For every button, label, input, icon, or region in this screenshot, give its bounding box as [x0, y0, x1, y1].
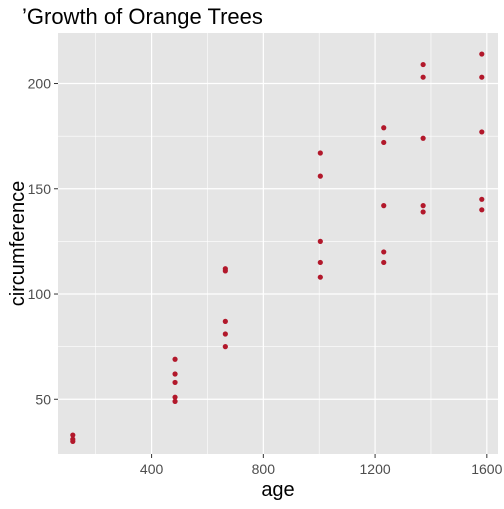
x-tick-label: 400 — [140, 461, 164, 477]
x-tick-label: 1600 — [471, 461, 502, 477]
axes: 400 800 1200 1600 50 100 150 200 — [28, 76, 503, 477]
data-point — [222, 344, 228, 350]
data-point — [479, 129, 485, 135]
data-point — [317, 238, 323, 244]
data-points — [70, 51, 485, 444]
data-point — [420, 74, 426, 80]
data-point — [172, 379, 178, 386]
data-point — [70, 436, 76, 442]
data-point — [381, 203, 387, 209]
x-tick-label: 800 — [252, 461, 276, 477]
data-point — [222, 266, 228, 272]
data-point — [222, 331, 228, 337]
data-point — [317, 259, 323, 266]
data-point — [172, 371, 178, 377]
data-point — [479, 207, 485, 213]
y-tick-label: 150 — [28, 181, 52, 197]
data-point — [479, 74, 485, 80]
data-point — [70, 432, 76, 438]
y-tick-label: 200 — [28, 76, 52, 92]
x-tick-label: 1200 — [360, 461, 391, 477]
plot-panel — [58, 33, 498, 454]
x-axis-label: age — [261, 479, 294, 501]
y-axis-label: circumference — [7, 181, 29, 307]
data-point — [420, 135, 426, 141]
data-point — [479, 51, 485, 57]
data-point — [317, 274, 323, 280]
data-point — [381, 139, 387, 146]
data-point — [381, 249, 387, 255]
data-point — [420, 61, 426, 68]
data-point — [172, 398, 178, 404]
grid-lines — [58, 33, 498, 454]
chart-title: ’Growth of Orange Trees — [22, 4, 263, 29]
y-tick-label: 100 — [28, 286, 52, 302]
data-point — [381, 125, 387, 131]
data-point — [479, 196, 485, 202]
data-point — [172, 356, 178, 362]
y-tick-label: 50 — [35, 391, 51, 407]
data-point — [420, 203, 426, 209]
data-point — [420, 209, 426, 215]
data-point — [381, 259, 387, 266]
data-point — [172, 394, 178, 400]
data-point — [222, 318, 228, 324]
data-point — [317, 173, 323, 179]
data-point — [317, 150, 323, 156]
